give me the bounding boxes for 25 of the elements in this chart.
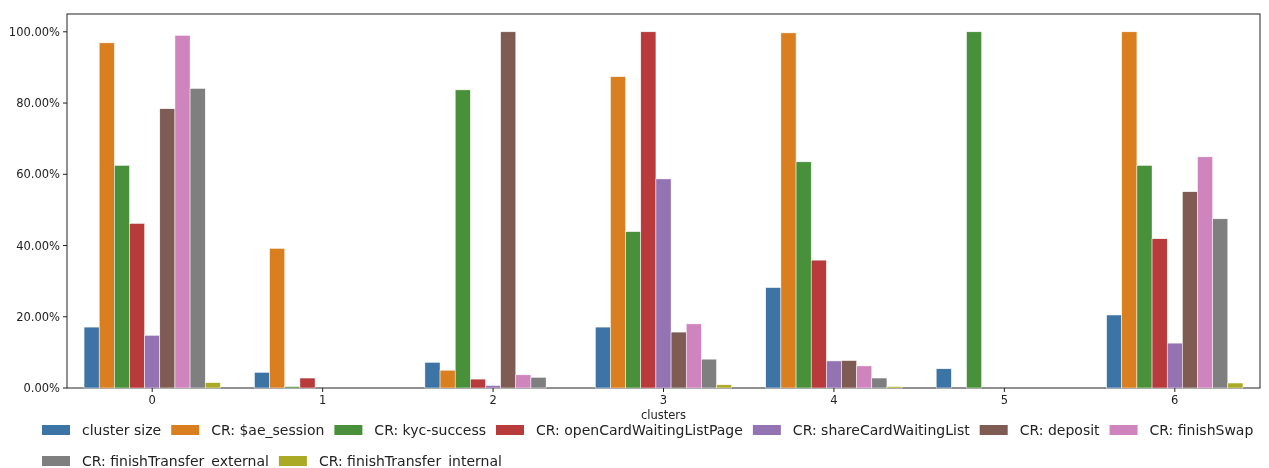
- legend-label: CR: finishTransfer_external: [82, 452, 269, 468]
- y-tick-label: 60.00%: [16, 167, 61, 182]
- y-tick-label: 20.00%: [16, 309, 61, 324]
- x-tick-label: 3: [659, 393, 668, 407]
- x-tick-label: 4: [830, 393, 838, 407]
- legend-label: CR: shareCardWaitingList: [792, 421, 971, 438]
- bar: [966, 31, 982, 389]
- legend-label: CR: deposit: [1019, 421, 1101, 438]
- x-axis-title: clusters: [640, 408, 687, 422]
- x-tick-label: 1: [318, 393, 327, 407]
- y-tick-label: 80.00%: [16, 96, 61, 111]
- x-tick-label: 0: [148, 393, 156, 407]
- y-tick-label: 0.00%: [23, 381, 61, 396]
- legend-label: cluster size: [82, 421, 162, 438]
- y-tick-label: 40.00%: [16, 238, 61, 253]
- legend-label: CR: $ae_session: [211, 421, 325, 438]
- x-tick-label: 6: [1171, 393, 1179, 407]
- legend-label: CR: openCardWaitingListPage: [536, 421, 743, 438]
- x-tick-label: 5: [1000, 393, 1009, 407]
- legend-label: CR: finishSwap: [1149, 421, 1254, 438]
- bar: [935, 368, 952, 389]
- legend-label: CR: finishTransfer_internal: [318, 452, 502, 468]
- legend-label: CR: kyc-success: [374, 421, 487, 438]
- y-tick-label: 100.00%: [8, 24, 61, 39]
- x-tick-label: 2: [489, 393, 497, 407]
